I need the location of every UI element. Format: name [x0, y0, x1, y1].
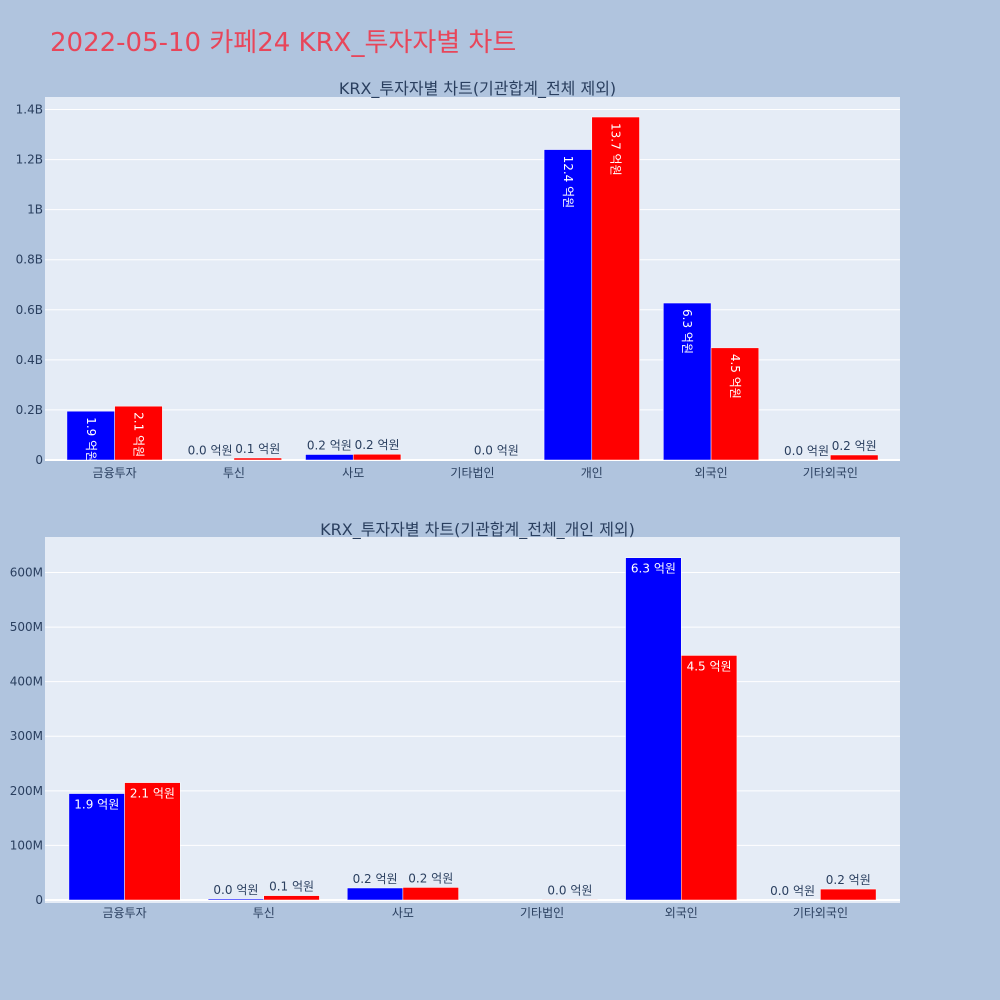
x-tick-label: 외국인 — [695, 466, 728, 480]
y-tick-label: 300M — [10, 729, 43, 743]
x-tick-label: 기타외국인 — [793, 906, 848, 920]
data-label: 2.1 억원 — [132, 412, 146, 457]
bar — [305, 454, 354, 461]
page-title: 2022-05-10 카페24 KRX_투자자별 차트 — [50, 28, 517, 58]
bar — [66, 410, 115, 461]
y-tick-label: 100M — [10, 838, 43, 852]
y-tick-label: 0.6B — [16, 303, 43, 317]
x-tick-label: 투신 — [223, 466, 245, 480]
bar — [207, 898, 264, 901]
x-tick-label: 기타외국인 — [803, 466, 858, 480]
bar — [347, 887, 404, 901]
bar — [263, 895, 320, 901]
y-tick-label: 0.4B — [16, 353, 43, 367]
y-tick-label: 1.4B — [16, 103, 43, 117]
x-tick-label: 사모 — [342, 466, 364, 480]
plot-area — [45, 537, 900, 903]
data-label: 2.1 억원 — [130, 787, 175, 801]
data-label: 4.5 억원 — [728, 354, 742, 399]
data-label: 0.2 억원 — [408, 871, 453, 885]
y-tick-label: 1B — [27, 203, 43, 217]
x-tick-label: 사모 — [392, 906, 414, 920]
y-tick-label: 1.2B — [16, 153, 43, 167]
chart-title: KRX_투자자별 차트(기관합계_전체_개인 제외) — [320, 520, 635, 540]
bar — [124, 782, 181, 901]
bar — [541, 899, 598, 901]
bar — [625, 557, 682, 901]
bar — [830, 454, 879, 461]
data-label: 1.9 억원 — [84, 417, 98, 462]
x-tick-label: 투신 — [253, 906, 275, 920]
data-label: 0.0 억원 — [474, 444, 519, 458]
y-tick-label: 0 — [35, 893, 43, 907]
chart-title: KRX_투자자별 차트(기관합계_전체 제외) — [339, 79, 616, 99]
data-label: 0.1 억원 — [269, 880, 314, 894]
bar — [185, 459, 235, 461]
x-tick-label: 기타법인 — [520, 906, 564, 920]
bar — [710, 347, 760, 461]
chart-2: 0 100M 200M 300M 400M 500M 600M KRX_투자자별 차트(기관합… — [10, 520, 900, 920]
data-label: 1.9 억원 — [74, 798, 119, 812]
data-label: 6.3 억원 — [680, 309, 694, 354]
bar — [114, 405, 163, 461]
bar — [663, 302, 712, 461]
data-label: 6.3 억원 — [631, 562, 676, 576]
y-tick-label: 600M — [10, 565, 43, 579]
chart-1: 0 0.2B 0.4B 0.6B 0.8B 1B 1.2B 1.4B KRX_투자자별 차트(기… — [16, 79, 900, 480]
data-label: 0.0 억원 — [784, 444, 829, 458]
x-tick-label: 금융투자 — [102, 906, 146, 920]
data-label: 0.2 억원 — [307, 438, 352, 452]
data-label: 0.0 억원 — [770, 884, 815, 898]
data-label: 13.7 억원 — [609, 123, 623, 176]
data-label: 4.5 억원 — [687, 659, 732, 673]
data-label: 0.0 억원 — [213, 883, 258, 897]
bar — [820, 888, 877, 901]
data-label: 0.2 억원 — [353, 872, 398, 886]
y-tick-label: 0 — [35, 453, 43, 467]
data-label: 0.1 억원 — [235, 442, 280, 456]
data-label: 0.0 억원 — [547, 883, 592, 897]
data-label: 0.2 억원 — [832, 439, 877, 453]
x-tick-label: 기타법인 — [450, 466, 494, 480]
plot-area — [45, 97, 900, 460]
data-label: 0.2 억원 — [826, 873, 871, 887]
bar — [543, 149, 593, 461]
bar — [402, 887, 459, 901]
y-tick-label: 500M — [10, 620, 43, 634]
bar — [352, 453, 402, 461]
y-tick-label: 0.2B — [16, 403, 43, 417]
x-tick-label: 금융투자 — [93, 466, 137, 480]
bar — [233, 457, 282, 461]
data-label: 12.4 억원 — [561, 156, 575, 209]
y-tick-label: 200M — [10, 784, 43, 798]
x-tick-label: 개인 — [581, 466, 603, 480]
x-tick-label: 외국인 — [665, 906, 698, 920]
bar — [681, 655, 738, 901]
y-tick-label: 0.8B — [16, 253, 43, 267]
data-label: 0.2 억원 — [355, 438, 400, 452]
bar — [591, 116, 640, 461]
y-tick-label: 400M — [10, 675, 43, 689]
data-label: 0.0 억원 — [188, 443, 233, 457]
